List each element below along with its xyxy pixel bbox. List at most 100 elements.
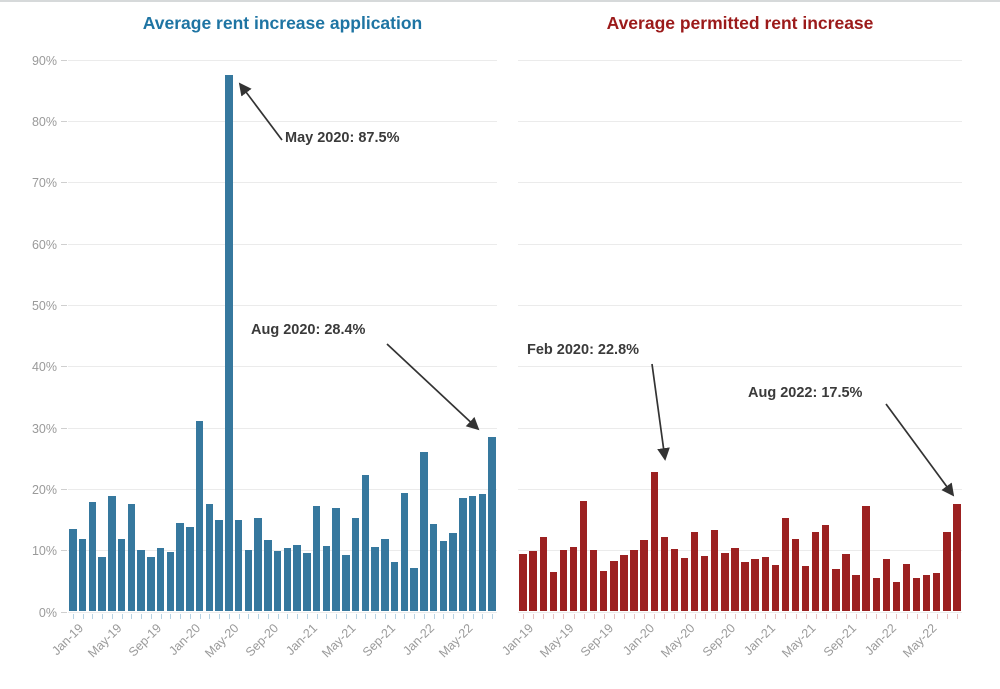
bar-Jul-21 <box>361 475 370 612</box>
x-axis-label: May-19 <box>536 621 577 661</box>
x-axis-minor-tick <box>835 613 837 619</box>
x-axis-minor-tick <box>734 613 736 619</box>
x-axis-minor-tick <box>141 613 143 619</box>
bar-Aug-21 <box>371 547 379 612</box>
bar-Oct-21 <box>852 575 860 612</box>
bar-Feb-22 <box>429 523 438 612</box>
bar-Jul-22 <box>943 532 951 612</box>
gridline <box>518 488 962 490</box>
x-axis-minor-tick <box>131 613 133 619</box>
x-axis-minor-tick <box>326 613 328 619</box>
bar-Mar-22 <box>902 563 911 612</box>
bar-Apr-21 <box>332 508 340 612</box>
bar-Nov-21 <box>862 506 870 612</box>
gridline <box>68 488 497 490</box>
x-axis-minor-tick <box>694 613 696 619</box>
x-axis-minor-tick <box>714 613 716 619</box>
x-axis-minor-tick <box>375 613 377 619</box>
gridline <box>68 182 497 184</box>
x-axis-minor-tick <box>111 613 113 619</box>
x-axis-minor-tick <box>180 613 182 619</box>
x-axis-minor-tick <box>896 613 898 619</box>
bar-Feb-20 <box>650 471 658 612</box>
bar-Feb-22 <box>892 582 901 612</box>
x-axis-minor-tick <box>906 613 908 619</box>
x-axis-minor-tick <box>355 613 357 619</box>
gridline <box>518 304 962 306</box>
x-axis-minor-tick <box>805 613 807 619</box>
x-axis-minor-tick <box>825 613 827 619</box>
x-axis-label: Jan-19 <box>499 621 536 658</box>
bar-Dec-20 <box>751 559 759 612</box>
x-axis-label: Jan-21 <box>741 621 779 658</box>
gridline <box>518 366 962 368</box>
y-axis-label: 10% <box>31 544 57 559</box>
x-axis-minor-tick <box>199 613 201 619</box>
x-axis-minor-tick <box>150 613 152 619</box>
x-axis-minor-tick <box>219 613 221 619</box>
y-axis-label: 80% <box>31 114 57 129</box>
y-axis-label: 40% <box>31 360 57 375</box>
x-axis-minor-tick <box>306 613 308 619</box>
x-axis-minor-tick <box>345 613 347 619</box>
y-axis-tick <box>61 304 67 306</box>
annotation-arrow <box>885 403 955 497</box>
y-axis-label: 20% <box>31 482 57 497</box>
bar-Oct-19 <box>156 548 165 612</box>
annotation: May 2020: 87.5% <box>285 130 400 146</box>
x-axis-minor-tick <box>583 613 585 619</box>
bar-Mar-19 <box>539 537 547 612</box>
x-axis-label: Sep-20 <box>242 621 281 660</box>
x-axis-minor-tick <box>209 613 211 619</box>
x-axis-minor-tick <box>267 613 269 619</box>
x-axis-minor-tick <box>845 613 847 619</box>
gridline <box>518 120 962 122</box>
x-axis-label: Jan-19 <box>48 621 86 658</box>
x-axis-label: May-22 <box>436 621 476 661</box>
x-axis-label: Jan-21 <box>282 621 320 658</box>
gridline <box>518 182 962 184</box>
bar-Dec-20 <box>293 545 301 612</box>
bar-Nov-20 <box>283 548 292 612</box>
bar-May-20 <box>680 557 689 612</box>
y-axis-tick <box>61 550 67 552</box>
bar-Apr-20 <box>215 520 223 612</box>
bar-May-19 <box>108 495 116 612</box>
annotation-arrow <box>386 343 480 431</box>
x-axis-label: Jan-22 <box>399 621 437 658</box>
bar-Aug-21 <box>832 568 840 612</box>
x-axis-minor-tick <box>704 613 706 619</box>
bar-Apr-19 <box>98 556 106 612</box>
y-axis-tick <box>61 427 67 429</box>
y-axis-tick <box>61 611 67 613</box>
bar-May-22 <box>922 574 931 612</box>
x-axis-minor-tick <box>423 613 425 619</box>
x-axis-minor-tick <box>365 613 367 619</box>
bar-Mar-19 <box>88 501 97 612</box>
x-axis-minor-tick <box>765 613 767 619</box>
y-axis-tick <box>61 59 67 61</box>
y-axis-label: 30% <box>31 421 57 436</box>
x-axis-label: May-19 <box>85 621 125 661</box>
bar-Jul-20 <box>244 550 253 612</box>
x-axis-minor-tick <box>603 613 605 619</box>
bar-Oct-19 <box>610 560 618 612</box>
bar-Dec-19 <box>176 523 184 612</box>
gridline <box>68 120 497 122</box>
x-axis-minor-tick <box>121 613 123 619</box>
gridline <box>68 427 497 429</box>
bar-Apr-22 <box>449 532 457 612</box>
x-axis-minor-tick <box>553 613 555 619</box>
bar-Jun-20 <box>234 519 243 612</box>
x-axis-minor-tick <box>613 613 615 619</box>
x-axis-minor-tick <box>258 613 260 619</box>
bar-Oct-20 <box>731 547 739 612</box>
bar-Jan-20 <box>186 526 194 612</box>
gridline <box>68 611 497 613</box>
bar-Oct-21 <box>390 561 399 612</box>
y-axis-label: 70% <box>31 176 57 191</box>
bar-Feb-20 <box>195 421 204 612</box>
y-axis-label: 60% <box>31 237 57 252</box>
y-axis-label: 0% <box>38 605 57 620</box>
